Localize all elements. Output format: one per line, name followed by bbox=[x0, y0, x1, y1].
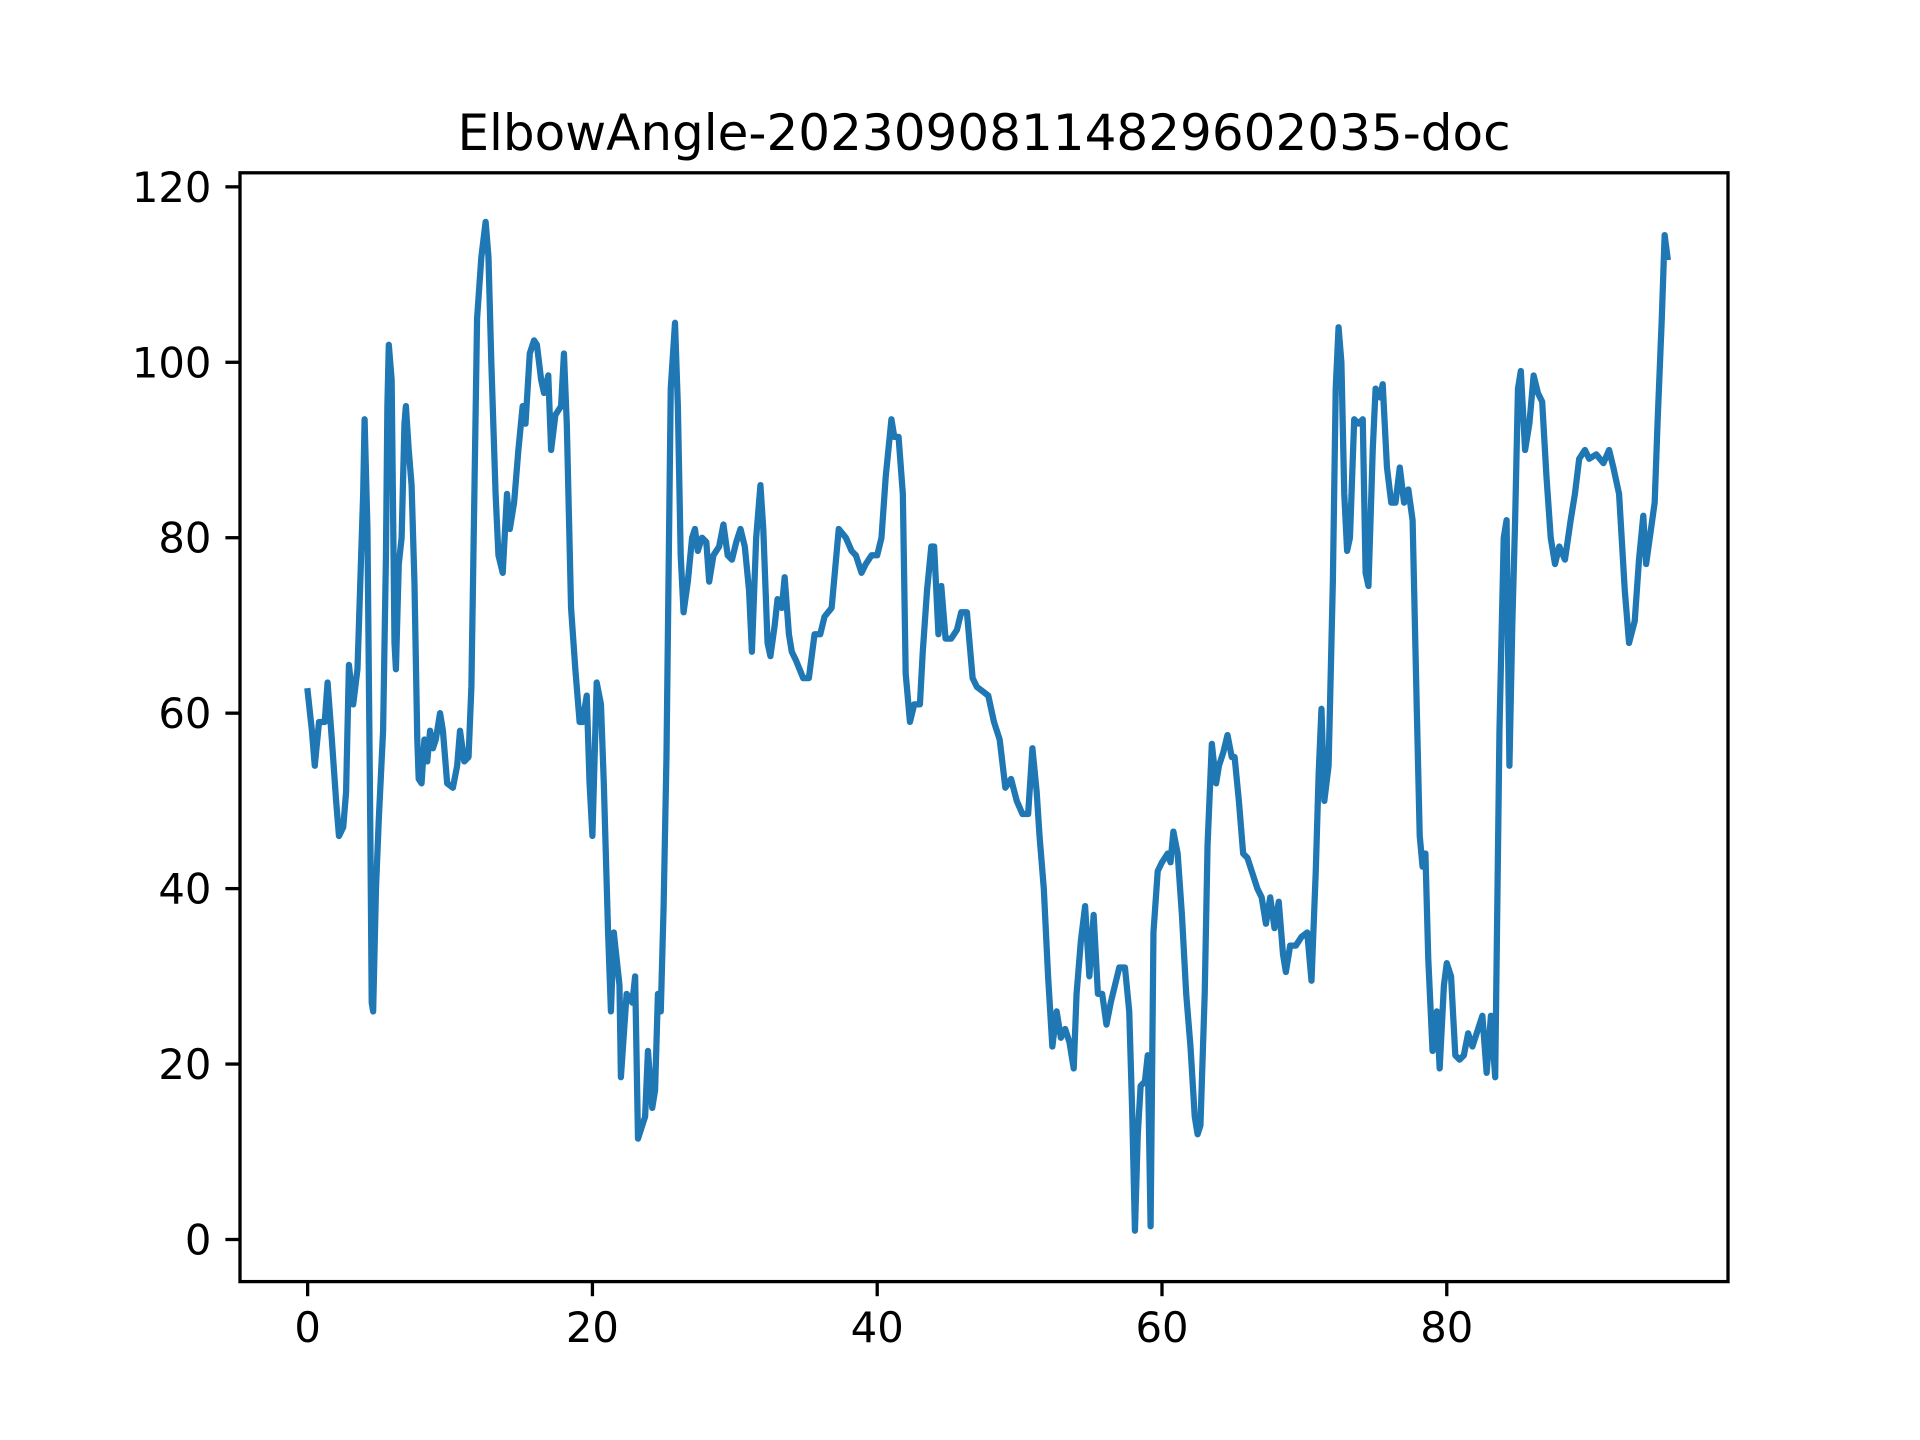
x-tick-label: 20 bbox=[566, 1303, 619, 1352]
x-tick-label: 60 bbox=[1135, 1303, 1188, 1352]
y-tick-label: 100 bbox=[132, 338, 212, 387]
y-tick-label: 60 bbox=[158, 689, 211, 738]
x-tick-label: 0 bbox=[294, 1303, 321, 1352]
y-tick-label: 40 bbox=[158, 865, 211, 914]
x-tick-label: 80 bbox=[1420, 1303, 1473, 1352]
y-tick-label: 0 bbox=[185, 1215, 212, 1264]
y-tick-label: 20 bbox=[158, 1040, 211, 1089]
y-tick-label: 80 bbox=[158, 514, 211, 563]
data-line bbox=[304, 218, 1671, 1234]
plot-frame bbox=[238, 171, 1730, 1284]
y-tick-label: 120 bbox=[132, 163, 212, 212]
x-tick-label: 40 bbox=[851, 1303, 904, 1352]
chart-title: ElbowAngle-20230908114829602035-doc bbox=[457, 104, 1510, 162]
